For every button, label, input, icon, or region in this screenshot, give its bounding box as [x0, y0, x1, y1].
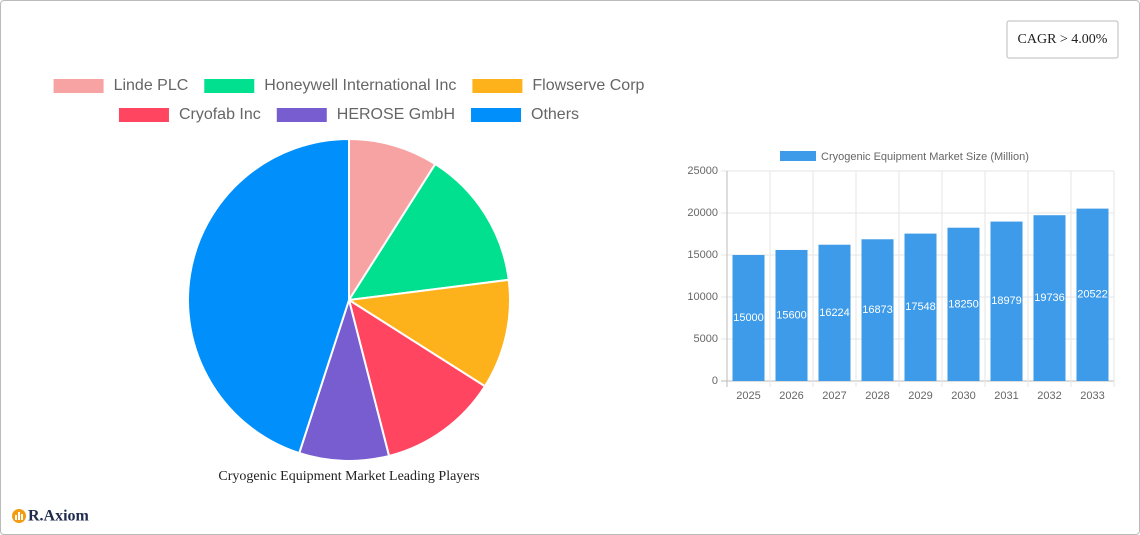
- value-label: 17548: [905, 301, 936, 313]
- x-tick-label: 2029: [908, 390, 932, 402]
- y-tick-label: 10000: [687, 291, 718, 303]
- legend-label: Honeywell International Inc: [264, 77, 456, 94]
- value-label: 15600: [776, 309, 807, 321]
- pie-slice: [346, 278, 511, 388]
- legend-swatch: [276, 108, 327, 122]
- bar: [904, 233, 937, 381]
- legend-label: Flowserve Corp: [532, 77, 644, 94]
- x-tick-label: 2030: [951, 390, 975, 402]
- y-tick-label: 0: [712, 375, 718, 387]
- legend-label: Cryogenic Equipment Market Size (Million…: [821, 151, 1029, 163]
- logo: R.Axiom: [28, 508, 90, 525]
- legend-label: Others: [531, 106, 579, 123]
- y-tick-label: 20000: [687, 207, 718, 219]
- pie-slice: [347, 297, 487, 458]
- bar: [990, 221, 1023, 381]
- legend-label: HEROSE GmbH: [337, 106, 455, 123]
- pie-slice: [187, 137, 350, 455]
- legend-swatch: [471, 108, 522, 122]
- legend-label: Linde PLC: [114, 77, 189, 94]
- value-label: 18979: [991, 295, 1022, 307]
- pie-slice: [348, 137, 437, 304]
- pie-slice: [347, 162, 510, 302]
- legend-label: Cryofab Inc: [179, 106, 261, 123]
- y-tick-label: 25000: [687, 165, 718, 177]
- bar: [1033, 215, 1066, 381]
- y-tick-label: 5000: [694, 333, 718, 345]
- x-tick-label: 2025: [736, 390, 760, 402]
- bar: [775, 249, 808, 381]
- value-label: 19736: [1034, 292, 1065, 304]
- value-label: 20522: [1077, 289, 1108, 301]
- legend-swatch: [780, 151, 816, 161]
- x-tick-label: 2032: [1037, 390, 1061, 402]
- badge: CAGR > 4.00%: [1018, 32, 1108, 47]
- bar: [861, 239, 894, 381]
- x-tick-label: 2027: [822, 390, 846, 402]
- bar: [1076, 208, 1109, 381]
- value-label: 16224: [819, 307, 850, 319]
- legend-swatch: [118, 108, 169, 122]
- bar: [818, 244, 851, 381]
- x-tick-label: 2028: [865, 390, 889, 402]
- bar: [947, 227, 980, 381]
- x-tick-label: 2033: [1080, 390, 1104, 402]
- legend-swatch: [472, 79, 523, 93]
- bar: [732, 255, 765, 381]
- pie-slice: [297, 296, 391, 462]
- value-label: 18250: [948, 298, 979, 310]
- x-tick-label: 2026: [779, 390, 803, 402]
- legend-swatch: [53, 79, 104, 93]
- chart-title: Cryogenic Equipment Market Leading Playe…: [218, 469, 479, 484]
- badge-box: [1006, 20, 1119, 59]
- logo-icon: [12, 509, 26, 523]
- x-tick-label: 2031: [994, 390, 1018, 402]
- value-label: 15000: [733, 312, 764, 324]
- value-label: 16873: [862, 304, 893, 316]
- y-tick-label: 15000: [687, 249, 718, 261]
- legend-swatch: [204, 79, 255, 93]
